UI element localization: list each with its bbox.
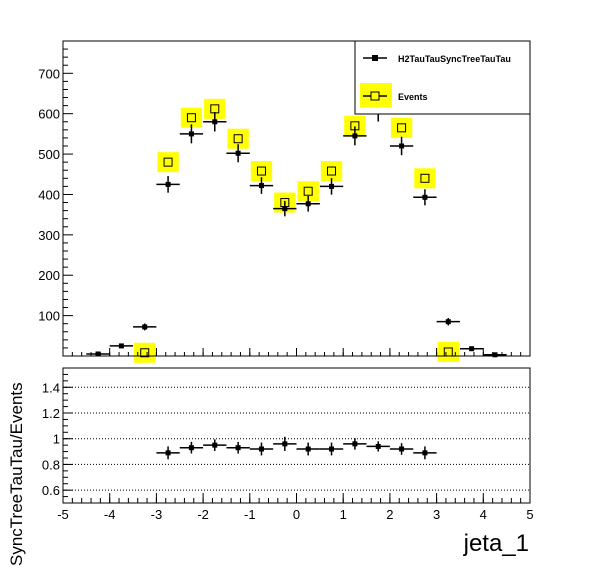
ratio-x-tick-label: -1 <box>244 507 256 522</box>
data-point <box>399 143 405 149</box>
events-point <box>186 113 196 123</box>
ratio-x-tick-label: 2 <box>386 507 393 522</box>
events-point <box>420 173 430 183</box>
ratio-y-tick-label: 0.6 <box>42 483 60 498</box>
ratio-x-tick-label: -4 <box>104 507 116 522</box>
ratio-point <box>399 446 405 452</box>
events-point <box>303 186 313 196</box>
top-y-tick-label: 700 <box>38 66 60 81</box>
legend-marker-data <box>372 55 378 61</box>
events-point <box>163 157 173 167</box>
top-y-tick-label: 600 <box>38 107 60 122</box>
ratio-point <box>212 442 218 448</box>
data-point <box>329 183 335 189</box>
data-point <box>95 351 101 357</box>
ratio-point <box>375 443 381 449</box>
ratio-y-axis-title: SyncTreeTauTau/Events <box>7 382 26 566</box>
events-band <box>297 181 319 202</box>
events-band <box>227 128 249 149</box>
top-y-tick-label: 300 <box>38 228 60 243</box>
ratio-y-tick-label: 1 <box>53 432 60 447</box>
events-point <box>140 348 150 358</box>
data-point <box>492 352 498 358</box>
events-band <box>250 161 273 182</box>
events-band <box>414 168 436 189</box>
ratio-x-tick-label: 0 <box>293 507 300 522</box>
data-point <box>258 183 264 189</box>
ratio-x-tick-label: -5 <box>57 507 69 522</box>
legend-label-data: H2TauTauSyncTreeTauTau <box>398 54 511 64</box>
data-point <box>235 150 241 156</box>
events-band <box>134 342 156 363</box>
data-point <box>212 119 218 125</box>
data-point <box>188 131 194 137</box>
ratio-point <box>165 450 171 456</box>
events-band <box>390 117 413 138</box>
ratio-point <box>188 445 194 451</box>
legend-entry-data: H2TauTauSyncTreeTauTau <box>363 54 511 64</box>
legend-label-events: Events <box>398 92 428 102</box>
data-point <box>118 343 124 349</box>
ratio-x-tick-label: 3 <box>433 507 440 522</box>
legend: H2TauTauSyncTreeTauTau Events <box>354 40 531 115</box>
events-point <box>327 166 337 176</box>
ratio-y-tick-label: 0.8 <box>42 457 60 472</box>
x-axis-title: jeta_1 <box>463 530 529 557</box>
top-y-tick-label: 500 <box>38 147 60 162</box>
events-band <box>320 161 343 182</box>
events-band <box>180 107 203 128</box>
data-point <box>422 194 428 200</box>
events-band <box>437 341 459 362</box>
ratio-x-tick-label: 5 <box>526 507 533 522</box>
ratio-point <box>282 441 288 447</box>
ratio-point <box>305 446 311 452</box>
data-point <box>445 319 451 325</box>
data-point <box>305 201 311 207</box>
data-point <box>352 133 358 139</box>
top-panel: 100 200 300 400 500 600 700 H2TauTauSyncTreeTa… <box>38 40 531 363</box>
ratio-y-tick-label: 1.2 <box>42 406 60 421</box>
legend-entry-events: Events <box>360 83 428 107</box>
top-y-tick-label: 200 <box>38 268 60 283</box>
ratio-plot-frame <box>62 367 531 504</box>
ratio-point <box>258 446 264 452</box>
top-y-tick-label: 100 <box>38 309 60 324</box>
ratio-point <box>235 445 241 451</box>
top-y-tick-label: 400 <box>38 187 60 202</box>
events-band <box>204 98 226 119</box>
ratio-y-tick-label: 1.4 <box>42 380 60 395</box>
ratio-x-tick-label: 1 <box>340 507 347 522</box>
events-point <box>397 123 407 133</box>
ratio-x-tick-label: -3 <box>151 507 163 522</box>
ratio-panel: 0.6 0.8 1 1.2 1.4 -5 -4 -3 -2 -1 0 1 2 3 4 5 <box>42 367 534 522</box>
data-point <box>469 346 475 352</box>
events-point <box>256 166 266 176</box>
ratio-point <box>422 450 428 456</box>
events-band <box>344 115 366 136</box>
ratio-x-tick-label: -2 <box>197 507 209 522</box>
legend-marker-events <box>370 91 380 101</box>
data-point <box>165 181 171 187</box>
data-point <box>142 324 148 330</box>
events-band <box>157 152 179 173</box>
events-point <box>233 134 243 144</box>
ratio-point <box>329 446 335 452</box>
ratio-x-tick-label: 4 <box>480 507 487 522</box>
ratio-point <box>352 441 358 447</box>
data-point <box>282 206 288 212</box>
